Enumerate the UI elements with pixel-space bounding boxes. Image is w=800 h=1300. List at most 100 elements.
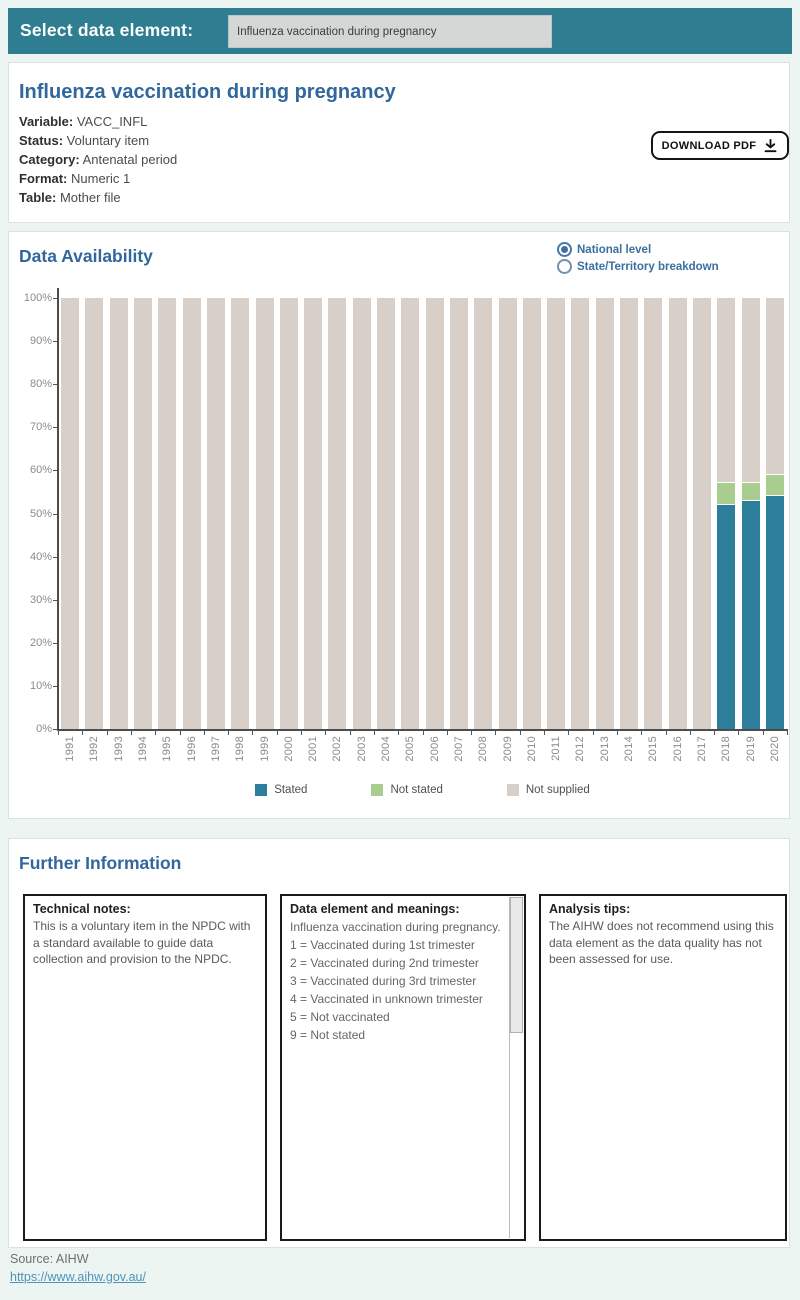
x-axis-label-cell: 1995: [155, 736, 179, 770]
y-axis-label: 50%: [29, 507, 52, 520]
x-axis-label-2003: 2003: [355, 736, 368, 762]
bar-2006-not-supplied: [425, 298, 444, 729]
x-axis-tick: [714, 730, 716, 735]
x-axis-label-1992: 1992: [88, 736, 101, 762]
x-axis-label-1994: 1994: [137, 736, 150, 762]
bar-2002-not-supplied: [328, 298, 347, 729]
x-axis-label-cell: 2006: [423, 736, 447, 770]
x-axis-label-cell: 2013: [593, 736, 617, 770]
radio-unselected-icon[interactable]: [557, 259, 572, 274]
bar-2012-not-supplied: [571, 298, 590, 729]
x-axis-label-cell: 2000: [277, 736, 301, 770]
x-axis-tick: [82, 730, 84, 735]
y-axis-label: 0%: [36, 723, 52, 735]
bar-2013-not-supplied: [595, 298, 614, 729]
level-radio-group: National level State/Territory breakdown: [557, 241, 719, 275]
meta-label-variable: Variable:: [19, 114, 74, 129]
x-axis-label-2004: 2004: [380, 736, 393, 762]
x-axis-tick: [130, 730, 132, 735]
aihw-link[interactable]: https://www.aihw.gov.au/: [10, 1270, 146, 1284]
data-element-and-meanings-line-7: 9 = Not stated: [290, 1028, 366, 1042]
bar-1998-not-supplied: [231, 298, 250, 729]
footer: Source: AIHW https://www.aihw.gov.au/: [10, 1252, 146, 1284]
x-axis-tick: [471, 730, 473, 735]
x-axis-label-cell: 2003: [350, 736, 374, 770]
x-axis-label-1998: 1998: [234, 736, 247, 762]
x-axis-label-2017: 2017: [695, 736, 708, 762]
x-axis-label-cell: 2017: [690, 736, 714, 770]
bar-1997-not-supplied: [206, 298, 225, 729]
x-axis-label-2002: 2002: [331, 736, 344, 762]
y-axis-label: 60%: [29, 464, 52, 477]
x-axis-tick: [568, 730, 570, 735]
y-axis-tick: [53, 642, 58, 644]
y-axis-label: 80%: [29, 378, 52, 391]
x-axis-label-cell: 1993: [107, 736, 131, 770]
radio-label-national-level: National level: [577, 243, 652, 256]
x-axis-tick: [276, 730, 278, 735]
bar-2000-not-supplied: [279, 298, 298, 729]
x-axis-label-cell: 2018: [714, 736, 738, 770]
data-element-dropdown[interactable]: Influenza vaccination during pregnancy: [228, 15, 552, 48]
bar-2003-not-supplied: [352, 298, 371, 729]
scrollbar-thumb[interactable]: [510, 897, 523, 1034]
scrollbar[interactable]: [509, 897, 523, 1238]
download-pdf-label: DOWNLOAD PDF: [661, 139, 757, 152]
x-axis-tick: [398, 730, 400, 735]
legend-swatch-not-supplied: [506, 784, 519, 796]
radio-state-territory-breakdown[interactable]: State/Territory breakdown: [557, 258, 719, 275]
x-axis-label-cell: 2009: [495, 736, 519, 770]
legend-item-not-supplied: Not supplied: [506, 784, 590, 796]
meta-value-table: Mother file: [56, 190, 121, 205]
x-axis-label-1996: 1996: [185, 736, 198, 762]
x-axis-line: [57, 729, 788, 731]
x-axis-label-2007: 2007: [452, 736, 465, 762]
radio-selected-icon[interactable]: [557, 242, 572, 257]
x-axis-tick: [252, 730, 254, 735]
legend-label-not-supplied: Not supplied: [525, 784, 590, 796]
y-axis-label: 20%: [29, 636, 52, 649]
y-axis-tick: [53, 729, 58, 730]
bar-1999-not-supplied: [255, 298, 274, 729]
x-axis-label-cell: 2011: [544, 736, 568, 770]
x-axis-label-2009: 2009: [501, 736, 514, 762]
top-bar: Select data element: Influenza vaccinati…: [8, 8, 792, 54]
x-axis-tick: [592, 730, 594, 735]
x-axis-tick: [519, 730, 521, 735]
bar-2017-not-supplied: [692, 298, 711, 729]
x-axis-tick: [301, 730, 302, 735]
chart-legend: Stated Not stated Not supplied: [58, 784, 787, 796]
technical-notes-box: Technical notes: This is a voluntary item…: [23, 894, 267, 1241]
bar-2019-not-stated: [741, 483, 760, 500]
download-pdf-button[interactable]: DOWNLOAD PDF: [651, 131, 789, 160]
technical-notes-heading: Technical notes:: [33, 902, 131, 916]
legend-swatch-stated: [255, 784, 268, 796]
section-title-data-availability: Data Availability: [19, 246, 153, 266]
x-axis-label-2014: 2014: [623, 736, 636, 762]
meta-label-category: Category:: [19, 152, 80, 167]
y-axis-tick: [53, 298, 58, 299]
x-axis-label-cell: 2005: [398, 736, 422, 770]
meta-value-status: Voluntary item: [63, 133, 150, 148]
availability-chart: 0% 10% 20% 30% 40% 50% 60% 70% 80% 90% 100% 1991 199…: [9, 232, 791, 820]
meta-value-format: Numeric 1: [67, 171, 131, 186]
x-axis-label-2019: 2019: [744, 736, 757, 762]
bar-1994-not-supplied: [134, 298, 153, 729]
x-axis-label-1993: 1993: [112, 736, 125, 762]
legend-label-not-stated: Not stated: [390, 784, 443, 796]
analysis-tips-box: Analysis tips: The AIHW does not recommen…: [539, 894, 787, 1241]
y-axis-label: 30%: [29, 593, 52, 606]
bar-2007-not-supplied: [449, 298, 468, 729]
analysis-tips-heading: Analysis tips:: [549, 902, 631, 916]
data-element-and-meanings-line-2: 1 = Vaccinated during 1st trimester: [290, 938, 475, 952]
bar-2011-not-supplied: [547, 298, 566, 729]
x-axis-tick: [325, 730, 327, 735]
y-axis-tick: [53, 341, 58, 343]
section-title-further-information: Further Information: [19, 853, 182, 873]
x-axis-label-cell: 1997: [204, 736, 228, 770]
y-axis-label: 40%: [29, 550, 52, 563]
data-element-and-meanings-line-3: 2 = Vaccinated during 2nd trimester: [290, 956, 479, 970]
x-axis-label-2011: 2011: [550, 736, 563, 761]
x-axis-label-2013: 2013: [598, 736, 611, 762]
radio-national-level[interactable]: National level: [557, 241, 719, 258]
